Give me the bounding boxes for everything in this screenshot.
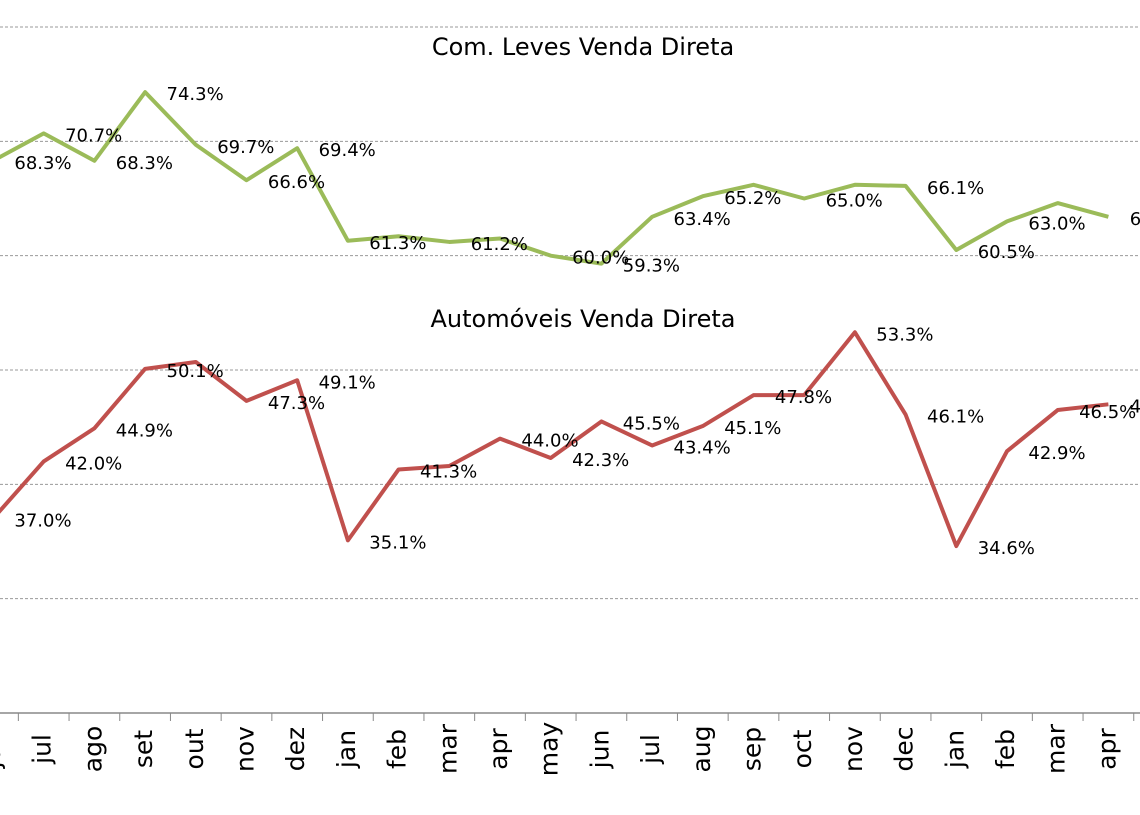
data-label: 61.2% bbox=[471, 234, 528, 255]
data-label: 49.1% bbox=[319, 372, 376, 393]
data-label: 69.7% bbox=[217, 137, 274, 158]
x-tick-label: jul bbox=[636, 734, 665, 765]
data-label: 42.3% bbox=[572, 450, 629, 471]
data-label: 60.5% bbox=[978, 242, 1035, 263]
data-label: 46.5% bbox=[1079, 402, 1136, 423]
data-label: 47.8% bbox=[775, 387, 832, 408]
data-label: 61.3% bbox=[369, 233, 426, 254]
data-label: 68.3% bbox=[14, 153, 71, 174]
data-label: 53.3% bbox=[876, 324, 933, 345]
data-label: 65.2% bbox=[724, 188, 781, 209]
x-tick-label: jun bbox=[0, 730, 6, 770]
data-label: 45.5% bbox=[623, 413, 680, 434]
x-tick-label: dec bbox=[890, 727, 919, 772]
data-label: 47.0% bbox=[1130, 396, 1140, 417]
data-label: 70.7% bbox=[65, 125, 122, 146]
data-label: 37.0% bbox=[14, 511, 71, 532]
x-tick-label: oct bbox=[788, 729, 817, 768]
chart-title: Com. Leves Venda Direta bbox=[432, 33, 734, 61]
data-label: 66.1% bbox=[927, 178, 984, 199]
x-tick-label: dez bbox=[281, 727, 310, 771]
series-line bbox=[0, 90, 1109, 266]
x-tick-label: nov bbox=[839, 726, 868, 772]
data-label: 59.3% bbox=[623, 256, 680, 277]
series-line bbox=[0, 330, 1109, 549]
x-tick-label: may bbox=[535, 722, 564, 777]
x-tick-label: jan bbox=[332, 730, 361, 769]
x-tick-label: jan bbox=[940, 730, 969, 769]
x-tick-label: feb bbox=[991, 729, 1020, 769]
x-tick-label: aug bbox=[687, 725, 716, 772]
x-tick-label: apr bbox=[484, 728, 513, 770]
data-label: 60.0% bbox=[572, 248, 629, 269]
x-tick-label: nov bbox=[231, 726, 260, 772]
data-label: 66.6% bbox=[268, 172, 325, 193]
data-label: 50.1% bbox=[167, 361, 224, 382]
data-label: 63.0% bbox=[1028, 213, 1085, 234]
data-label: 69.4% bbox=[319, 140, 376, 161]
data-label: 41.3% bbox=[420, 461, 477, 482]
data-label: 63.4% bbox=[1130, 209, 1140, 230]
x-tick-label: set bbox=[129, 730, 158, 768]
x-tick-label: feb bbox=[383, 729, 412, 769]
data-label: 44.9% bbox=[116, 420, 173, 441]
data-label: 44.0% bbox=[521, 431, 578, 452]
data-label: 45.1% bbox=[724, 418, 781, 439]
x-tick-label: sep bbox=[738, 727, 767, 771]
data-label: 34.6% bbox=[978, 538, 1035, 559]
x-tick-label: ago bbox=[78, 726, 107, 772]
data-label: 43.4% bbox=[674, 437, 731, 458]
data-label: 74.3% bbox=[167, 84, 224, 105]
data-label: 47.3% bbox=[268, 393, 325, 414]
data-label: 42.0% bbox=[65, 453, 122, 474]
x-tick-label: mar bbox=[433, 723, 462, 774]
x-tick-label: jun bbox=[585, 730, 614, 770]
x-tick-label: out bbox=[180, 728, 209, 769]
data-label: 68.3% bbox=[116, 153, 173, 174]
x-tick-label: jul bbox=[28, 734, 57, 765]
chart-title: Automóveis Venda Direta bbox=[430, 305, 735, 333]
x-tick-label: mar bbox=[1042, 723, 1071, 774]
data-label: 63.4% bbox=[674, 209, 731, 230]
x-tick-label: apr bbox=[1092, 728, 1121, 770]
data-label: 42.9% bbox=[1028, 443, 1085, 464]
data-label: 35.1% bbox=[369, 532, 426, 553]
data-label: 65.0% bbox=[826, 191, 883, 212]
data-label: 46.1% bbox=[927, 407, 984, 428]
